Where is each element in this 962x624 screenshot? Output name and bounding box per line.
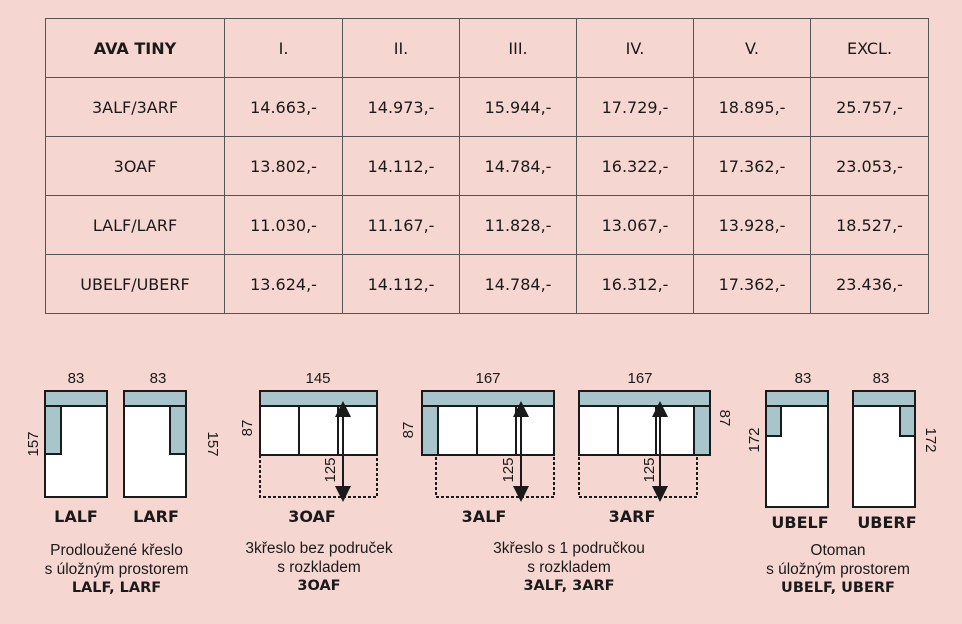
lalf-code-label: LALF [54,507,98,526]
3alf-depth-label: 87 [400,422,417,439]
table-cell-price: 14.784,- [459,254,577,314]
caption-3alf: 3křeslo s 1 područkou s rozkladem 3ALF, … [450,539,688,596]
table-cell-price: 25.757,- [810,77,929,137]
table-cell-price: 23.436,- [810,254,929,314]
caption-otoman: Otoman s úložným prostorem UBELF, UBERF [736,541,940,598]
3oaf-code-label: 3OAF [288,507,336,526]
caption-3alf-codes: 3ALF, 3ARF [523,578,615,594]
row-model-name: 3ALF/3ARF [45,77,225,137]
caption-3oaf-codes: 3OAF [297,578,341,594]
diagram-ubelf: 83 172 UBELF [746,370,829,532]
3alf-width-label: 167 [475,370,500,387]
larf-code-label: LARF [133,507,179,526]
diagram-3oaf: 145 87 125 3OAF [239,370,378,526]
uberf-depth-label: 172 [922,427,939,452]
table-cell-price: 11.030,- [224,195,343,255]
table-cell-price: 17.362,- [693,136,811,196]
3arf-extended-label: 125 [641,457,658,482]
row-model-name: UBELF/UBERF [45,254,225,314]
caption-3oaf-line2: s rozkladem [277,559,361,576]
table-cell-price: 15.944,- [459,77,577,137]
column-header-category-4: IV. [576,18,694,78]
diagram-lalf: 83 157 LALF [25,370,108,526]
table-cell-price: 13.928,- [693,195,811,255]
column-header-model: AVA TINY [45,18,225,78]
table-cell-price: 13.802,- [224,136,343,196]
table-cell-price: 16.322,- [576,136,694,196]
uberf-code-label: UBERF [857,513,916,532]
column-header-category-2: II. [342,18,460,78]
row-model-name: 3OAF [45,136,225,196]
diagram-3alf: 167 87 125 3ALF [400,370,555,526]
row-model-name: LALF/LARF [45,195,225,255]
caption-3oaf-line1: 3křeslo bez područek [245,540,393,557]
table-cell-price: 17.362,- [693,254,811,314]
caption-3alf-line2: s rozkladem [527,559,611,576]
lalf-depth-label: 157 [25,431,42,456]
caption-otoman-line1: Otoman [810,542,866,559]
caption-otoman-line2: s úložným prostorem [766,561,910,578]
table-cell-price: 14.112,- [342,254,460,314]
3arf-code-label: 3ARF [609,507,656,526]
3oaf-depth-label: 87 [239,420,256,437]
caption-chaise-codes: LALF, LARF [71,580,162,596]
table-cell-price: 11.828,- [459,195,577,255]
caption-otoman-codes: UBELF, UBERF [781,580,895,596]
table-row: LALF/LARF 11.030,- 11.167,- 11.828,- 13.… [45,195,929,255]
table-cell-price: 14.973,- [342,77,460,137]
ubelf-code-label: UBELF [771,513,828,532]
3alf-code-label: 3ALF [462,507,507,526]
larf-depth-label: 157 [204,431,221,456]
uberf-width-label: 83 [873,370,890,387]
3arf-depth-label: 87 [716,410,733,427]
table-header-row: AVA TINY I. II. III. IV. V. EXCL. [45,18,929,78]
caption-chaise-line2: s úložným prostorem [44,561,189,578]
caption-chaise-line1: Prodloužené křeslo [50,542,183,559]
table-cell-price: 14.112,- [342,136,460,196]
3arf-width-label: 167 [627,370,652,387]
table-cell-price: 13.624,- [224,254,343,314]
3oaf-width-label: 145 [305,370,330,387]
table-cell-price: 17.729,- [576,77,694,137]
table-cell-price: 16.312,- [576,254,694,314]
3oaf-extended-label: 125 [322,457,339,482]
diagram-larf: 83 157 LARF [123,370,221,526]
lalf-width-label: 83 [68,370,85,387]
price-table: AVA TINY I. II. III. IV. V. EXCL. 3ALF/3… [45,18,929,314]
diagram-3arf: 167 87 125 3ARF [578,370,733,526]
3alf-extended-label: 125 [500,457,517,482]
column-header-excl: EXCL. [810,18,929,78]
table-row: 3OAF 13.802,- 14.112,- 14.784,- 16.322,-… [45,136,929,196]
caption-3oaf: 3křeslo bez područek s rozkladem 3OAF [212,539,426,596]
caption-3alf-line1: 3křeslo s 1 područkou [493,540,645,557]
table-cell-price: 18.527,- [810,195,929,255]
ubelf-depth-label: 172 [746,427,763,452]
diagram-uberf: 83 172 UBERF [852,370,939,532]
caption-chaise: Prodloužené křeslo s úložným prostorem L… [14,541,219,598]
column-header-category-1: I. [224,18,343,78]
larf-width-label: 83 [150,370,167,387]
table-row: UBELF/UBERF 13.624,- 14.112,- 14.784,- 1… [45,254,929,314]
ubelf-width-label: 83 [795,370,812,387]
